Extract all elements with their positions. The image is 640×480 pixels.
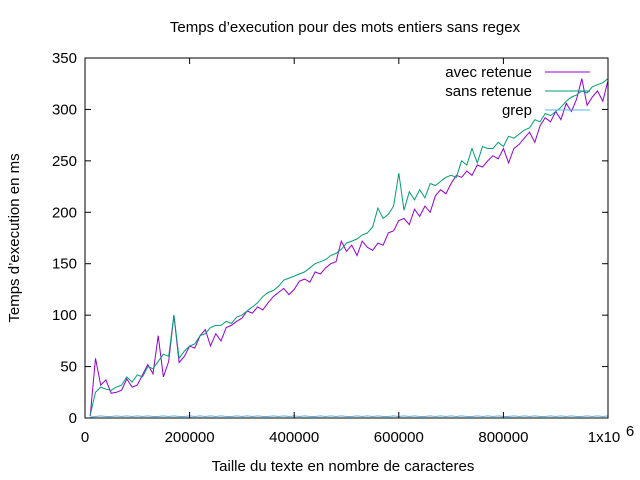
plot-frame (84, 57, 609, 419)
y-tick-label: 50 (60, 359, 77, 376)
series-layer (89, 78, 609, 418)
legend-label: avec retenue (445, 64, 532, 81)
x-tick-label: 400000 (269, 429, 319, 446)
x-tick-label: 1x10 (588, 429, 621, 446)
y-tick-label: 150 (52, 256, 77, 273)
legend-label: sans retenue (445, 83, 532, 100)
y-tick-label: 100 (52, 307, 77, 324)
x-tick-label: 0 (81, 429, 89, 446)
y-tick-label: 0 (69, 410, 77, 427)
x-tick-exponent: 6 (626, 423, 634, 440)
series-line-grep (90, 415, 609, 418)
x-tick-label: 200000 (165, 429, 215, 446)
x-axis-label: Taille du texte en nombre de caracteres (212, 458, 475, 475)
y-tick-label: 350 (52, 50, 77, 67)
legend: avec retenue sans retenue grep (445, 64, 590, 119)
x-tick-label: 800000 (478, 429, 528, 446)
x-tick-label: 600000 (374, 429, 424, 446)
y-axis-label: Temps d’execution en ms (6, 153, 23, 322)
ticks-layer: 0 50 100 150 200 250 300 350 0 200000 400000 600000… (52, 50, 634, 446)
chart-title: Temps d’execution pour des mots entiers … (170, 19, 521, 36)
y-tick-label: 200 (52, 204, 77, 221)
legend-label: grep (502, 102, 532, 119)
series-line-sans-retenue (89, 78, 609, 416)
y-tick-label: 250 (52, 153, 77, 170)
y-tick-label: 300 (52, 101, 77, 118)
